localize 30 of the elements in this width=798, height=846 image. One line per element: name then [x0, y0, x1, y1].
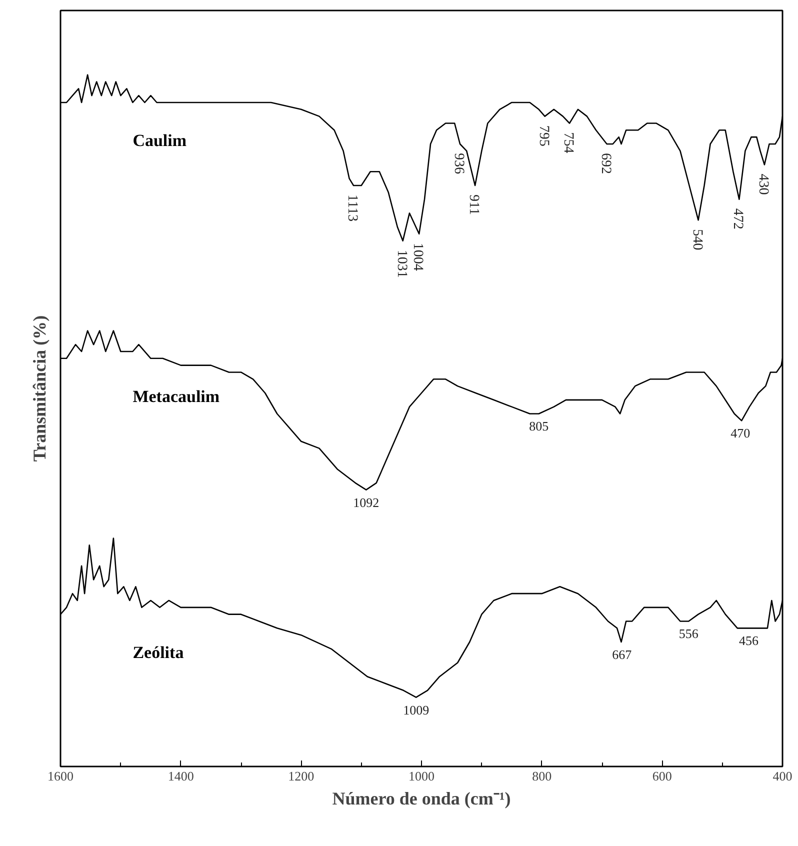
annotation: 472 — [730, 208, 746, 230]
annotation: 430 — [755, 174, 770, 195]
x-tick-label: 1200 — [288, 768, 314, 784]
annotation: 1009 — [403, 702, 430, 718]
y-axis-title: Transmitância (%) — [30, 315, 50, 462]
x-tick-label: 800 — [532, 768, 552, 784]
series-label: Caulim — [132, 131, 187, 150]
annotation: 1004 — [410, 242, 426, 271]
x-tick-label: 1600 — [48, 768, 74, 784]
x-axis-title: Número de onda (cm⁻¹) — [332, 788, 511, 808]
text: Zeólita — [132, 642, 184, 662]
annotation: 692 — [598, 152, 613, 174]
series-label: Metacaulim — [132, 386, 220, 406]
annotation: 805 — [529, 418, 549, 434]
annotation: 911 — [466, 194, 482, 215]
annotation: 540 — [689, 229, 704, 250]
annotation: 470 — [730, 426, 750, 441]
annotation: 1031 — [394, 250, 409, 278]
x-tick-label: 1000 — [408, 768, 434, 784]
x-tick-label: 400 — [772, 768, 792, 784]
annotation: 754 — [560, 132, 576, 154]
annotation: 556 — [678, 626, 699, 642]
annotation: 667 — [612, 647, 632, 662]
annotation: 456 — [739, 633, 760, 648]
x-tick-label: 600 — [652, 768, 672, 784]
x-tick-label: 1400 — [168, 768, 194, 784]
annotation: 1113 — [344, 194, 360, 222]
annotation: 936 — [451, 152, 466, 174]
annotation: 795 — [536, 125, 551, 146]
annotation: 1092 — [353, 494, 380, 510]
